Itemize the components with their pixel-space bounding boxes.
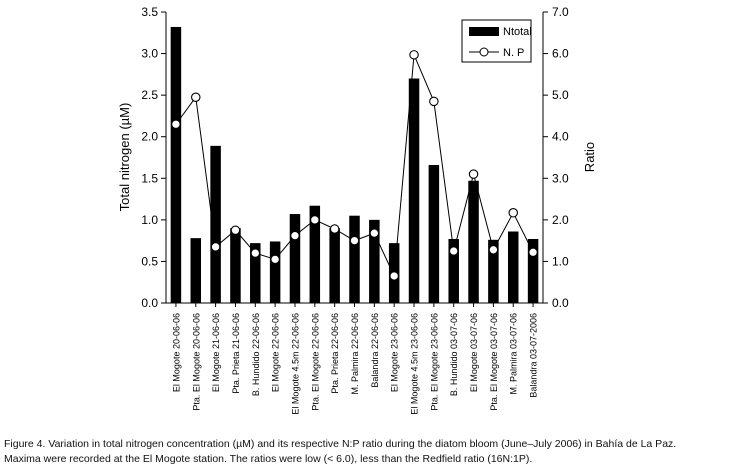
y2-tick-label: 4.0 [552,130,569,144]
ntotal-bar [190,238,202,303]
legend-marker-np [479,47,489,57]
ntotal-bar [309,205,321,303]
x-tick-label: El Mogote 03-07-06 [469,313,479,392]
ntotal-bar [230,228,241,303]
np-ratio-marker [468,169,479,179]
np-ratio-marker [191,92,201,102]
ntotal-bar [210,145,221,303]
ntotal-bar [527,238,539,303]
y2-axis-title: Ratio [582,142,597,172]
np-ratio-marker [508,208,518,218]
np-ratio-marker [448,246,459,256]
np-ratio-series [171,50,538,281]
ntotal-bar [329,228,340,303]
np-ratio-marker [290,230,300,241]
x-tick-label: Balandra 22-06-06 [370,313,380,388]
caption-line-2: Maxima were recorded at the El Mogote st… [4,453,533,465]
y2-tick-label: 2.0 [552,213,569,227]
np-ratio-marker [488,245,499,255]
ntotal-bar [507,231,519,303]
ntotal-bar [250,243,261,303]
x-tick-label: Pta. El Mogote 03-07-06 [489,313,499,411]
np-ratio-marker [329,224,340,234]
x-tick-label: Pta. Prieta 21-06-06 [231,313,241,394]
x-tick-label: El Mogote 20-06-06 [171,313,181,392]
np-ratio-marker [389,271,399,281]
ntotal-bars [170,26,539,304]
ntotal-bar [289,214,301,303]
x-tick-label: Pta. El Mogote 20-06-06 [191,313,201,411]
np-ratio-marker [429,96,439,107]
np-ratio-marker [270,254,280,265]
caption-line-1: Figure 4. Variation in total nitrogen co… [4,438,677,450]
ntotal-bar [428,164,440,303]
y2-tick-label: 1.0 [552,254,569,268]
x-tick-label: El Mogote 22-06-06 [271,313,281,392]
x-tick-label: Balandra 03-07-2006 [529,313,539,398]
legend-label-ntotal: Ntotal [503,26,532,38]
y-axis-title: Total nitrogen (µM) [117,103,132,212]
x-tick-label: B. Hundido 03-07-06 [449,313,459,396]
np-ratio-marker [369,228,380,238]
y2-tick-label: 0.0 [552,296,569,310]
np-ratio-marker [409,50,419,60]
x-tick-label: M. Palmira 03-07-06 [509,313,519,395]
y2-tick-label: 6.0 [552,47,569,61]
x-tick-label: M. Palmira 22-06-06 [350,313,360,395]
ntotal-bar [408,78,420,303]
np-ratio-marker [528,247,538,258]
x-tick-label: El Mogote 4.5m 23-06-06 [410,313,420,415]
y-tick-label: 3.5 [141,5,158,19]
ntotal-bar [488,239,499,303]
x-tick-label: El Mogote 23-06-06 [390,313,400,392]
axes: 0.0 0.5 1.0 1.5 2.0 2.5 3.0 3.5 0.0 1.0 2.0 3.0 4.0 5… [141,5,569,415]
y-tick-label: 3.0 [141,47,158,61]
np-ratio-marker [230,225,241,236]
figure-caption: Figure 4. Variation in total nitrogen co… [4,437,742,467]
x-tick-label: El Mogote 4.5m 22-06-06 [290,313,300,415]
y-tick-label: 1.5 [141,171,158,185]
ntotal-bar [468,180,479,303]
x-tick-label: Pta. El Mogote 23-06-06 [429,313,439,411]
y2-tick-label: 3.0 [552,171,569,185]
np-ratio-marker [250,248,261,258]
legend-swatch-ntotal [469,27,499,36]
x-tick-label: Pta. El Mogote 22-06-06 [310,313,320,411]
y-tick-label: 0.5 [141,254,158,268]
x-tick-label: Pta. Prieta 22-06-06 [330,313,340,394]
x-tick-label: B. Hundido 22-06-06 [251,313,261,396]
combo-chart: 0.0 0.5 1.0 1.5 2.0 2.5 3.0 3.5 0.0 1.0 2.0 3.0 4.0 5… [117,5,597,415]
y-tick-label: 1.0 [141,213,158,227]
y2-tick-label: 7.0 [552,5,569,19]
np-ratio-marker [349,235,360,246]
legend: Ntotal N. P [461,19,532,63]
np-ratio-marker [210,242,221,252]
np-ratio-marker [310,215,320,225]
y-tick-label: 0.0 [141,296,158,310]
ntotal-bar [170,26,182,304]
ntotal-bar [269,241,281,303]
y2-tick-label: 5.0 [552,88,569,102]
y-tick-label: 2.5 [141,88,158,102]
ntotal-bar [349,215,360,303]
np-ratio-marker [171,119,181,129]
ntotal-bar [369,219,380,303]
y-tick-label: 2.0 [141,130,158,144]
legend-label-np: N. P [503,47,524,59]
x-tick-label: El Mogote 21-06-06 [211,313,221,392]
ntotal-bar [448,238,459,303]
